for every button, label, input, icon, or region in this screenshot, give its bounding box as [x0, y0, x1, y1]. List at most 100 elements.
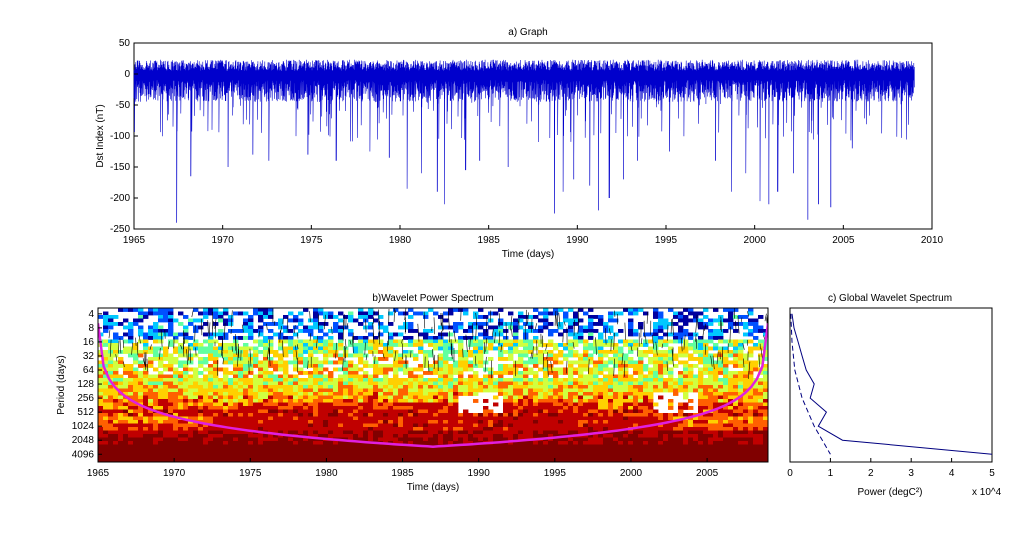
heatmap-cell	[443, 451, 449, 456]
heatmap-cell	[718, 455, 724, 459]
heatmap-cell	[178, 381, 184, 386]
heatmap-cell	[708, 444, 714, 449]
contour-stroke	[530, 352, 533, 359]
heatmap-cell	[518, 371, 524, 375]
heatmap-cell	[358, 346, 364, 351]
heatmap-cell	[328, 451, 334, 456]
heatmap-cell	[718, 427, 724, 431]
heatmap-cell	[408, 427, 414, 431]
heatmap-cell	[623, 458, 629, 462]
heatmap-cell	[228, 378, 234, 382]
heatmap-cell	[338, 318, 344, 323]
heatmap-cell	[313, 437, 319, 442]
heatmap-cell	[428, 441, 434, 445]
heatmap-cell	[763, 423, 768, 428]
heatmap-cell	[728, 378, 734, 382]
heatmap-cell	[173, 395, 179, 400]
heatmap-cell	[368, 325, 374, 330]
heatmap-cell	[343, 458, 349, 462]
heatmap-cell	[133, 318, 139, 323]
heatmap-cell	[413, 437, 419, 442]
heatmap-cell	[238, 455, 244, 459]
heatmap-cell	[393, 427, 399, 431]
heatmap-cell	[508, 458, 514, 462]
heatmap-cell	[653, 420, 659, 424]
heatmap-cell	[688, 406, 694, 410]
heatmap-cell	[213, 444, 219, 449]
heatmap-cell	[298, 430, 304, 435]
heatmap-cell	[153, 430, 159, 435]
heatmap-cell	[258, 329, 264, 333]
heatmap-cell	[348, 360, 354, 365]
heatmap-cell	[473, 381, 479, 386]
heatmap-cell	[488, 388, 494, 393]
heatmap-cell	[613, 346, 619, 351]
heatmap-cell	[168, 455, 174, 459]
heatmap-cell	[358, 430, 364, 435]
heatmap-cell	[408, 308, 414, 312]
heatmap-cell	[213, 364, 219, 368]
heatmap-cell	[383, 458, 389, 462]
heatmap-cell	[148, 381, 154, 386]
heatmap-cell	[118, 308, 124, 312]
heatmap-cell	[533, 308, 539, 312]
heatmap-cell	[298, 357, 304, 361]
heatmap-cell	[298, 346, 304, 351]
heatmap-cell	[243, 406, 249, 410]
heatmap-cell	[228, 318, 234, 323]
heatmap-cell	[188, 385, 194, 389]
heatmap-cell	[393, 343, 399, 347]
heatmap-cell	[318, 350, 324, 354]
heatmap-cell	[713, 451, 719, 456]
heatmap-cell	[623, 343, 629, 347]
heatmap-cell	[223, 451, 229, 456]
heatmap-cell	[103, 395, 109, 400]
heatmap-cell	[538, 441, 544, 445]
heatmap-cell	[143, 395, 149, 400]
heatmap-cell	[263, 406, 269, 410]
heatmap-cell	[443, 406, 449, 410]
heatmap-cell	[668, 346, 674, 351]
heatmap-cell	[238, 395, 244, 400]
heatmap-cell	[513, 322, 519, 326]
heatmap-cell	[313, 346, 319, 351]
heatmap-cell	[568, 444, 574, 449]
contour-stroke	[609, 328, 611, 335]
heatmap-cell	[323, 427, 329, 431]
heatmap-cell	[378, 388, 384, 393]
heatmap-cell	[198, 343, 204, 347]
heatmap-cell	[248, 416, 254, 421]
heatmap-cell	[253, 360, 259, 365]
heatmap-cell	[433, 434, 439, 438]
heatmap-cell	[578, 388, 584, 393]
heatmap-cell	[468, 325, 474, 330]
contour-stroke	[661, 343, 664, 349]
heatmap-cell	[498, 322, 504, 326]
heatmap-cell	[653, 315, 659, 319]
heatmap-cell	[388, 423, 394, 428]
heatmap-cell	[128, 378, 134, 382]
heatmap-cell	[723, 385, 729, 389]
heatmap-cell	[363, 311, 369, 316]
heatmap-cell	[668, 388, 674, 393]
heatmap-cell	[498, 444, 504, 449]
heatmap-cell	[508, 451, 514, 456]
heatmap-cell	[433, 360, 439, 365]
heatmap-cell	[528, 420, 534, 424]
heatmap-cell	[208, 311, 214, 316]
heatmap-cell	[493, 311, 499, 316]
heatmap-cell	[618, 448, 624, 452]
heatmap-cell	[213, 434, 219, 438]
heatmap-cell	[518, 343, 524, 347]
heatmap-cell	[208, 357, 214, 361]
heatmap-cell	[458, 385, 464, 389]
heatmap-cell	[98, 399, 104, 403]
heatmap-cell	[208, 367, 214, 372]
heatmap-cell	[618, 395, 624, 400]
heatmap-cell	[333, 315, 339, 319]
heatmap-cell	[193, 451, 199, 456]
heatmap-cell	[508, 388, 514, 393]
heatmap-cell	[598, 367, 604, 372]
heatmap-cell	[513, 318, 519, 323]
heatmap-cell	[333, 413, 339, 417]
